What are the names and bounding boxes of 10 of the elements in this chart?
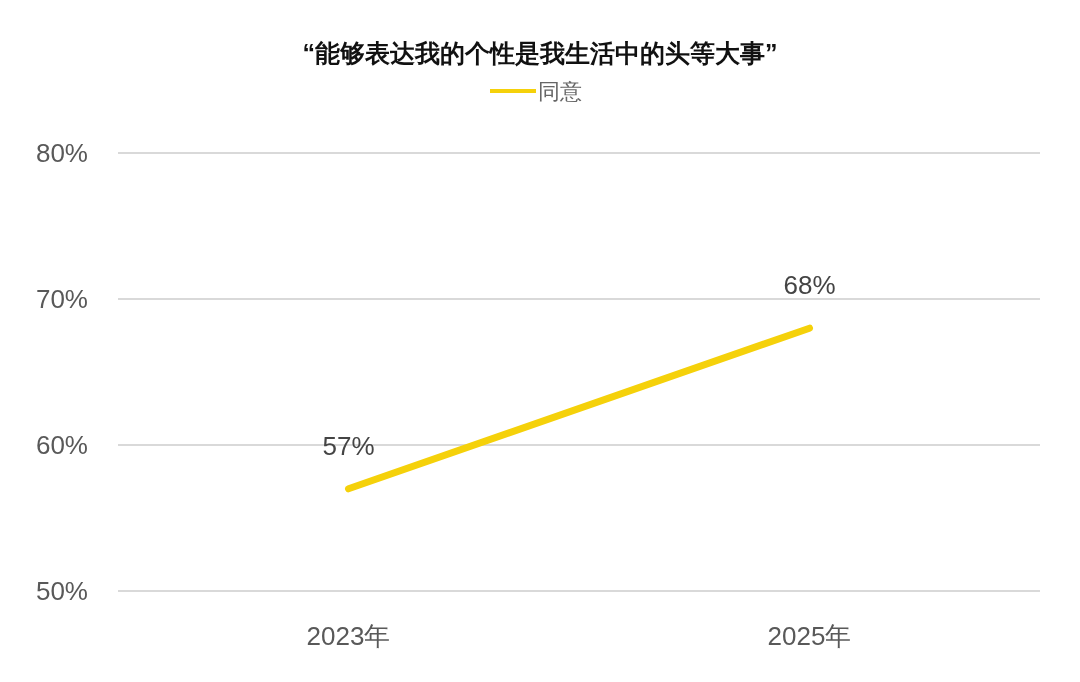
y-tick-label: 60% <box>35 430 88 460</box>
chart-title: “能够表达我的个性是我生活中的头等大事” <box>302 39 778 67</box>
y-tick-label: 70% <box>35 284 88 314</box>
legend-label: 同意 <box>538 79 582 104</box>
y-tick-label: 80% <box>35 138 88 168</box>
data-label: 57% <box>322 430 375 461</box>
x-tick-label: 2025年 <box>767 621 852 651</box>
x-tick-label: 2023年 <box>306 621 391 651</box>
y-tick-label: 50% <box>35 576 88 606</box>
data-label: 68% <box>783 270 836 301</box>
